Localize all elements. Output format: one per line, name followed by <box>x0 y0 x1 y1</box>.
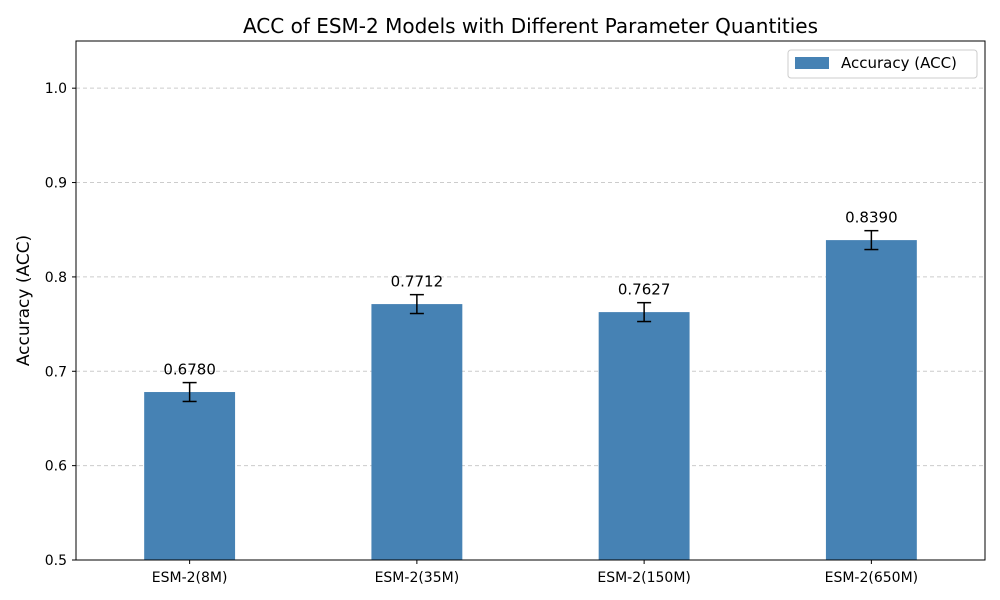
data-label: 0.7712 <box>391 273 444 291</box>
y-tick-label: 0.6 <box>45 459 67 475</box>
data-label: 0.6780 <box>163 361 216 379</box>
y-axis-label: Accuracy (ACC) <box>14 235 34 366</box>
y-tick-label: 0.8 <box>45 270 67 286</box>
legend-label: Accuracy (ACC) <box>841 54 957 72</box>
y-tick-label: 0.7 <box>45 364 67 380</box>
legend-swatch <box>795 57 829 69</box>
y-axis-ticks: 0.5 0.6 0.7 0.8 0.9 1.0 <box>45 81 76 569</box>
chart-title: ACC of ESM-2 Models with Different Param… <box>243 14 818 38</box>
y-tick-label: 1.0 <box>45 81 67 97</box>
bar <box>371 304 463 560</box>
error-bars <box>182 229 879 403</box>
bar <box>144 392 236 560</box>
x-tick-label: ESM-2(35M) <box>375 570 460 586</box>
data-label: 0.8390 <box>845 209 898 227</box>
bar <box>825 240 917 560</box>
legend: Accuracy (ACC) <box>787 49 978 79</box>
bar <box>598 312 690 560</box>
x-tick-label: ESM-2(8M) <box>152 570 228 586</box>
legend-box <box>787 49 978 79</box>
y-tick-label: 0.5 <box>45 553 67 569</box>
data-label: 0.7627 <box>618 281 671 299</box>
x-tick-label: ESM-2(150M) <box>597 570 691 586</box>
x-tick-label: ESM-2(650M) <box>825 570 919 586</box>
y-tick-label: 0.9 <box>45 176 67 192</box>
x-axis-ticks: ESM-2(8M) ESM-2(35M) ESM-2(150M) ESM-2(650M… <box>152 560 918 586</box>
axes-frame <box>75 40 986 561</box>
bars <box>144 240 917 560</box>
data-labels: 0.6780 0.7712 0.7627 0.8390 <box>163 209 897 379</box>
